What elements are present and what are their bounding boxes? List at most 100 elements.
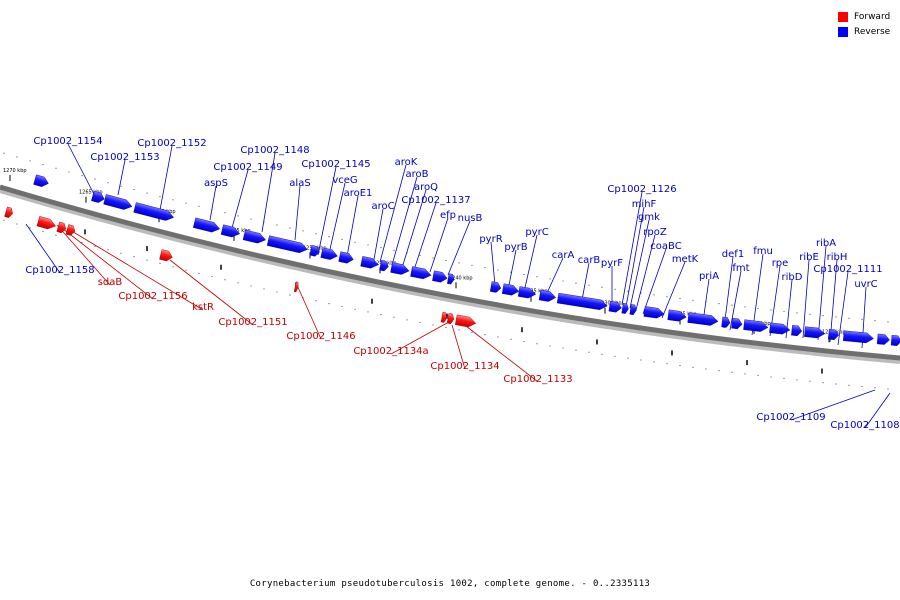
gene-reverse — [133, 202, 174, 221]
leader-line — [61, 227, 154, 300]
track-dot — [848, 317, 850, 319]
gene-label: pyrR — [479, 234, 502, 245]
leader-line — [372, 208, 384, 266]
track-dot — [237, 282, 239, 284]
track-dot — [718, 370, 720, 372]
leader-line — [159, 145, 173, 211]
leader-line — [790, 389, 876, 421]
track-dot — [757, 374, 759, 377]
legend-item-forward: Forward — [838, 9, 890, 24]
gene-forward — [440, 311, 448, 323]
track-dot — [679, 297, 681, 300]
track-dot — [874, 387, 876, 389]
track-dot — [705, 368, 707, 370]
track-dot — [432, 324, 434, 326]
track-dot — [107, 249, 109, 251]
track-dot — [146, 192, 148, 194]
track-dot — [562, 347, 564, 349]
leader-line — [317, 166, 337, 256]
leader-line — [25, 223, 61, 274]
track-dot — [484, 267, 486, 269]
track-dot — [744, 306, 746, 308]
track-dot — [796, 379, 798, 381]
track-dot — [172, 199, 174, 201]
leader-line — [507, 249, 517, 291]
track-dot — [250, 285, 252, 287]
tick-label: 1265 kbp — [79, 190, 103, 196]
gene-reverse — [876, 333, 890, 345]
leader-line — [379, 164, 407, 263]
track-dot — [393, 249, 395, 251]
gene-label: rpe — [772, 258, 789, 269]
gene-reverse — [320, 247, 338, 260]
tick-label: 1255 kbp — [227, 228, 251, 234]
track-dot — [770, 376, 772, 378]
track-dot — [471, 331, 473, 333]
gene-label: carB — [578, 255, 601, 266]
track-dot — [55, 234, 57, 236]
gene-forward — [159, 249, 173, 262]
gene-label: pyrB — [504, 242, 527, 253]
track-dot — [861, 318, 863, 321]
track-dot — [16, 156, 18, 158]
gene-reverse — [379, 260, 389, 272]
leader-line — [490, 241, 496, 286]
track-dot — [3, 152, 5, 154]
track-dot — [211, 275, 213, 278]
leader-line — [817, 245, 827, 341]
track-dot — [445, 326, 447, 329]
labels-layer: Cp1002_1154 Cp1002_1153 Cp1002_1152 Cp1002_… — [25, 136, 899, 431]
track-dot — [575, 349, 577, 351]
track-dot — [289, 227, 291, 229]
track-dot — [627, 357, 629, 359]
gene-label: Cp1002_1148 — [240, 145, 309, 156]
gene-label: Cp1002_1153 — [90, 152, 159, 163]
gene-label: carA — [552, 250, 575, 261]
legend-swatch-forward — [838, 11, 848, 22]
genome-axis — [0, 184, 900, 361]
track-dot — [341, 305, 343, 308]
leader-line — [837, 271, 849, 346]
track-dot — [302, 230, 304, 232]
leader-line — [345, 195, 359, 263]
gene-label: Cp1002_1145 — [301, 159, 370, 170]
gene-label: Cp1002_1149 — [213, 162, 282, 173]
track-dot — [107, 182, 109, 184]
leader-line — [209, 185, 217, 221]
gene-reverse — [743, 319, 769, 332]
track-dot — [770, 309, 772, 311]
leader-line — [829, 259, 838, 343]
leader-line — [390, 322, 448, 355]
track-dot — [458, 329, 460, 331]
leader-line — [581, 262, 590, 301]
track-dot — [822, 382, 824, 384]
leader-line — [635, 234, 656, 311]
track-dot — [172, 266, 174, 268]
gene-label: vceG — [332, 175, 357, 186]
gene-reverse — [338, 251, 354, 264]
track-dot — [536, 343, 538, 345]
gene-label: pyrF — [601, 258, 623, 269]
track-dot — [887, 388, 889, 390]
gene-label: Cp1002_1109 — [756, 412, 825, 423]
gene-label: Cp1002_1126 — [607, 184, 676, 195]
track-dot — [29, 160, 31, 162]
gene-label: ribH — [827, 252, 848, 263]
gene-forward — [65, 224, 76, 236]
gene-label: mihF — [632, 199, 657, 210]
gene-label: ribE — [799, 252, 819, 263]
gene-label: aroK — [395, 157, 418, 168]
gene-reverse — [390, 262, 410, 275]
track-dot — [809, 380, 811, 382]
leader-line — [723, 256, 734, 329]
track-dot — [224, 212, 226, 214]
track-dot — [42, 230, 44, 233]
track-dot — [874, 320, 876, 322]
gene-label: aroQ — [414, 182, 438, 193]
track-dot — [237, 215, 239, 217]
track-dot — [835, 316, 837, 318]
gene-label: priA — [699, 271, 719, 282]
track-dot — [432, 257, 434, 259]
leader-line — [546, 257, 564, 294]
gene-reverse — [517, 286, 537, 299]
